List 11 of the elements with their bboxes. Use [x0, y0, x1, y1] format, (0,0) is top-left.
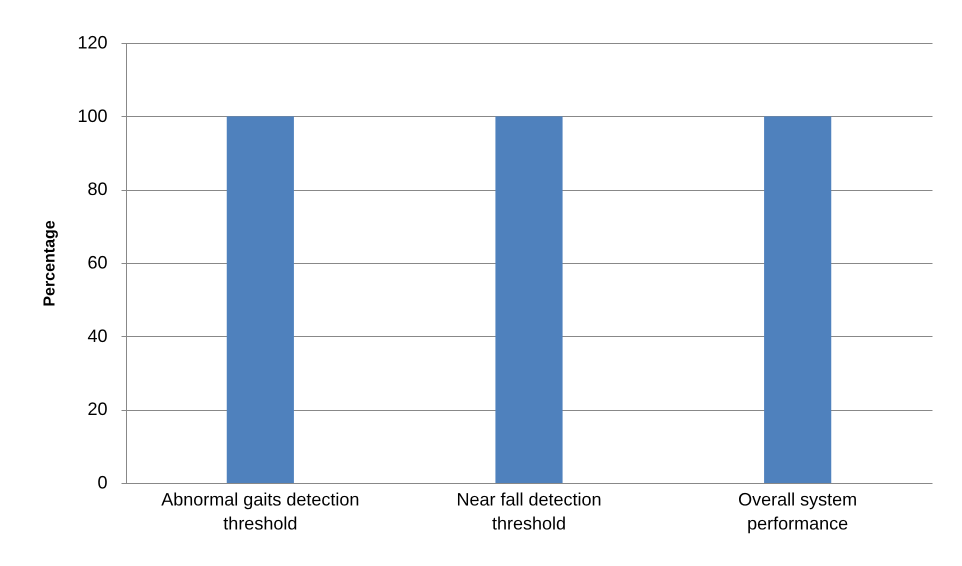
x-tick-label: Near fall detection threshold	[456, 490, 602, 534]
y-tick-label: 80	[87, 179, 108, 200]
y-tick-label: 40	[87, 326, 108, 346]
x-tick-label: Overall system performance	[738, 490, 858, 534]
y-axis-title: Percentage	[41, 220, 58, 307]
y-tick-label: 60	[87, 252, 108, 272]
y-tick-label: 100	[77, 106, 108, 126]
y-tick-label: 20	[87, 399, 108, 420]
y-tick-label: 120	[77, 32, 108, 52]
x-tick-label: Abnormal gaits detection threshold	[161, 490, 360, 534]
y-tick-label: 0	[97, 472, 108, 492]
